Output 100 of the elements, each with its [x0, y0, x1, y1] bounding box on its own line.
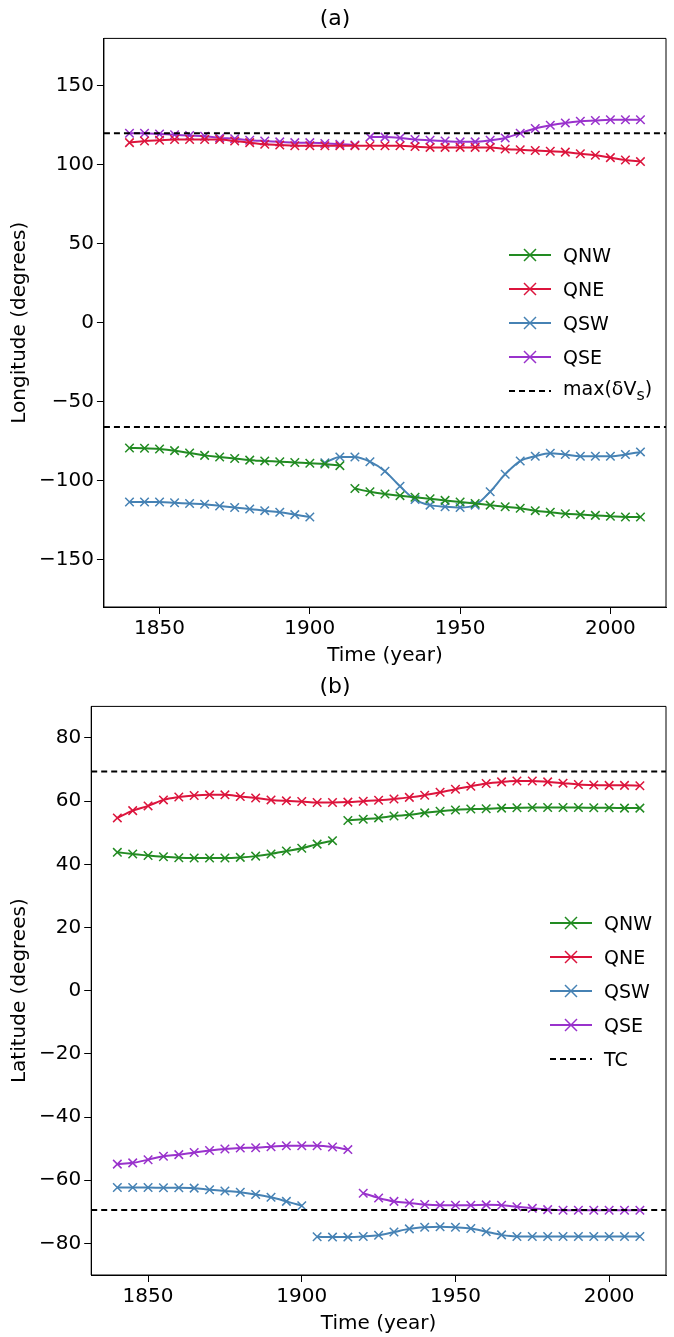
- point: [296, 1200, 307, 1211]
- y-axis-title: Longitude (degrees): [6, 221, 31, 424]
- point: [440, 495, 451, 506]
- point: [112, 812, 123, 823]
- point: [634, 803, 645, 814]
- point: [530, 505, 541, 516]
- point: [184, 448, 195, 458]
- point: [425, 493, 436, 504]
- point: [296, 843, 307, 854]
- point: [635, 114, 646, 125]
- point: [304, 511, 315, 522]
- point: [481, 778, 492, 789]
- point: [379, 466, 390, 477]
- y-tick-label: −100: [38, 466, 94, 491]
- point: [327, 797, 338, 808]
- point: [173, 1182, 184, 1193]
- point: [158, 851, 169, 862]
- point: [404, 1197, 415, 1208]
- point: [219, 853, 230, 864]
- point: [558, 1231, 569, 1242]
- point: [410, 141, 421, 152]
- x-tick-label: 1950: [429, 1283, 481, 1308]
- point: [334, 460, 345, 471]
- point: [250, 1142, 261, 1153]
- point: [127, 805, 138, 816]
- point: [465, 781, 476, 792]
- point: [364, 132, 375, 143]
- chart-title: (b): [319, 672, 351, 698]
- point: [388, 793, 399, 804]
- point: [465, 1200, 476, 1211]
- point: [143, 1182, 154, 1193]
- y-tick-label: −40: [38, 1103, 82, 1128]
- point: [481, 1199, 492, 1210]
- point: [634, 1205, 645, 1216]
- point: [470, 142, 481, 153]
- x-tick-label: 2000: [584, 615, 636, 640]
- point: [139, 136, 150, 147]
- point: [450, 784, 461, 795]
- point: [560, 449, 571, 460]
- point: [558, 1205, 569, 1216]
- point: [189, 1147, 200, 1158]
- point: [496, 776, 507, 787]
- point: [435, 1200, 446, 1211]
- point: [250, 793, 261, 803]
- point: [143, 850, 154, 861]
- point: [558, 802, 569, 813]
- y-tick-label: −150: [38, 545, 94, 570]
- x-tick-label: 1850: [122, 1283, 174, 1308]
- point: [139, 128, 150, 139]
- point: [289, 457, 300, 468]
- point: [440, 501, 451, 512]
- y-tick-label: 60: [55, 787, 82, 812]
- point: [304, 458, 315, 469]
- y-tick-label: 0: [68, 976, 82, 1001]
- point: [515, 144, 526, 155]
- point: [214, 451, 225, 462]
- point: [127, 1157, 138, 1168]
- point: [635, 511, 646, 522]
- point: [485, 135, 496, 146]
- point: [235, 852, 246, 863]
- point: [500, 143, 511, 154]
- point: [590, 150, 601, 161]
- point: [124, 442, 135, 453]
- point: [481, 803, 492, 814]
- point: [342, 815, 353, 826]
- point: [440, 136, 451, 147]
- point: [259, 505, 270, 516]
- point: [620, 511, 631, 522]
- point: [342, 1144, 353, 1155]
- point: [515, 128, 526, 139]
- point: [364, 486, 375, 497]
- point: [545, 507, 556, 518]
- x-tick-label: 2000: [583, 1283, 635, 1308]
- legend-label: QSW: [563, 311, 609, 334]
- point: [435, 1221, 446, 1232]
- point: [485, 500, 496, 511]
- point: [455, 142, 466, 153]
- point: [530, 145, 541, 156]
- point: [605, 511, 616, 522]
- x-tick-label: 1850: [134, 615, 185, 640]
- point: [545, 146, 556, 157]
- point: [560, 147, 571, 158]
- point: [281, 795, 292, 806]
- point: [619, 1205, 630, 1216]
- point: [511, 1231, 522, 1242]
- point: [274, 136, 285, 147]
- point: [189, 1183, 200, 1194]
- point: [364, 456, 375, 467]
- point: [395, 132, 405, 143]
- point: [425, 142, 436, 153]
- point: [425, 500, 436, 511]
- point: [527, 1203, 538, 1214]
- point: [274, 507, 285, 518]
- point: [158, 794, 169, 805]
- point: [619, 803, 630, 814]
- point: [619, 1231, 630, 1242]
- y-axis-title: Latitude (degrees): [6, 898, 31, 1084]
- point: [410, 134, 421, 145]
- point: [560, 508, 571, 519]
- point: [575, 116, 586, 127]
